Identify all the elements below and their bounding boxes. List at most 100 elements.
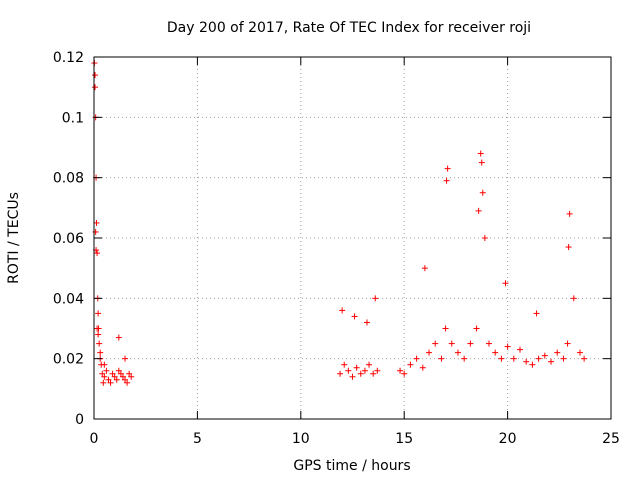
data-point	[124, 379, 131, 386]
data-point	[397, 367, 404, 374]
data-point	[115, 367, 122, 374]
y-axis-label: ROTI / TECUs	[6, 192, 22, 284]
data-point	[492, 349, 499, 356]
data-point	[442, 325, 449, 332]
data-point	[101, 373, 108, 380]
data-point	[345, 367, 352, 374]
x-axis-label: GPS time / hours	[293, 458, 410, 474]
data-point	[529, 361, 536, 368]
data-point	[443, 177, 450, 184]
data-point	[105, 376, 112, 383]
data-point	[119, 373, 126, 380]
data-point	[560, 355, 567, 362]
data-point	[581, 355, 588, 362]
data-point	[341, 361, 348, 368]
data-point	[444, 165, 451, 172]
data-point	[374, 367, 381, 374]
data-point	[96, 340, 103, 347]
axis-ticks: 0 5 10 15 20 25 0 0.02 0.04 0.06 0.08 0.1 0.12	[53, 50, 620, 447]
data-point	[372, 295, 379, 302]
data-point	[554, 349, 561, 356]
data-point	[361, 367, 368, 374]
data-point	[517, 346, 524, 353]
data-point	[565, 244, 572, 251]
data-point	[337, 370, 344, 377]
x-tick-label: 5	[193, 431, 202, 447]
data-point	[485, 340, 492, 347]
data-point	[103, 367, 110, 374]
data-point	[498, 355, 505, 362]
data-point	[94, 250, 101, 257]
data-point	[95, 331, 102, 338]
data-point	[448, 340, 455, 347]
data-point	[461, 355, 468, 362]
data-point	[122, 376, 129, 383]
data-point	[419, 364, 426, 371]
data-point	[117, 370, 124, 377]
y-tick-label: 0.04	[53, 291, 84, 307]
data-point	[432, 340, 439, 347]
data-point	[349, 373, 356, 380]
y-tick-label: 0.02	[53, 352, 84, 368]
chart-title: Day 200 of 2017, Rate Of TEC Index for r…	[167, 20, 531, 36]
data-point	[533, 310, 540, 317]
data-point	[109, 370, 116, 377]
data-point	[421, 265, 428, 272]
y-tick-label: 0.12	[53, 50, 84, 66]
data-point	[502, 280, 509, 287]
data-point	[541, 352, 548, 359]
data-point	[467, 340, 474, 347]
x-tick-label: 10	[292, 431, 310, 447]
data-point	[101, 361, 108, 368]
x-tick-label: 20	[499, 431, 517, 447]
data-point	[564, 340, 571, 347]
data-point	[113, 376, 120, 383]
data-point	[407, 361, 414, 368]
data-point	[523, 358, 530, 365]
data-point	[126, 370, 133, 377]
data-point	[473, 325, 480, 332]
data-point	[353, 364, 360, 371]
data-point	[477, 150, 484, 157]
data-point	[351, 313, 358, 320]
data-point	[438, 355, 445, 362]
data-point	[479, 189, 486, 196]
data-point	[107, 379, 114, 386]
data-point	[363, 319, 370, 326]
data-point	[357, 370, 364, 377]
data-point	[339, 307, 346, 314]
data-point	[92, 84, 99, 91]
data-point	[111, 373, 118, 380]
data-points	[91, 60, 588, 386]
data-point	[570, 295, 577, 302]
data-point	[481, 235, 488, 241]
y-tick-label: 0.06	[53, 231, 84, 247]
data-point	[478, 159, 485, 166]
data-point	[454, 349, 461, 356]
data-point	[95, 310, 102, 317]
data-point	[548, 358, 555, 365]
data-point	[504, 343, 511, 350]
data-point	[475, 207, 482, 214]
data-point	[426, 349, 433, 356]
grid-lines	[94, 57, 611, 419]
data-point	[92, 72, 99, 79]
y-tick-label: 0.1	[62, 110, 84, 126]
x-tick-label: 0	[90, 431, 99, 447]
data-point	[576, 349, 583, 356]
data-point	[122, 355, 129, 362]
y-tick-label: 0.08	[53, 171, 84, 187]
x-tick-label: 15	[395, 431, 413, 447]
data-point	[128, 373, 135, 380]
x-tick-label: 25	[602, 431, 620, 447]
y-tick-label: 0	[75, 412, 84, 428]
data-point	[97, 349, 104, 356]
data-point	[510, 355, 517, 362]
data-point	[370, 370, 377, 377]
data-point	[94, 325, 101, 332]
data-point	[566, 210, 573, 217]
data-point	[100, 379, 107, 386]
data-point	[413, 355, 420, 362]
data-point	[115, 334, 122, 341]
